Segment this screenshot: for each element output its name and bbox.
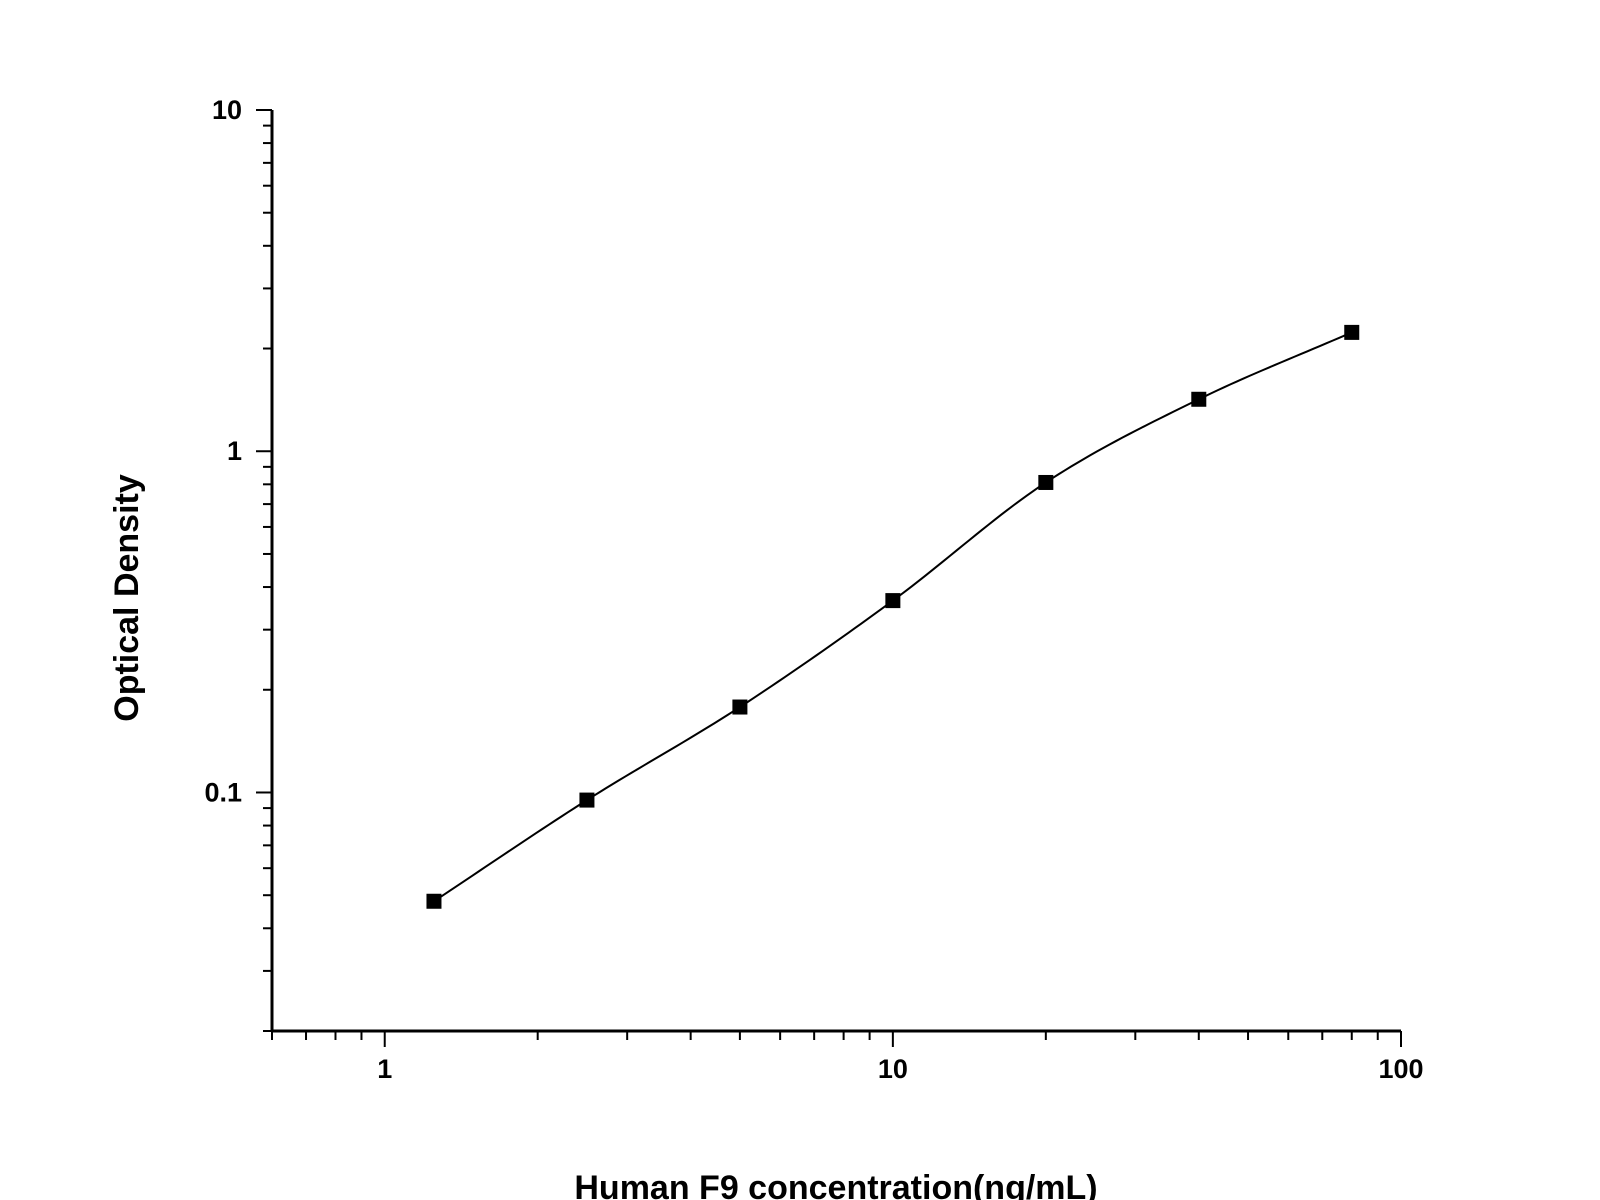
y-tick-label: 10 (212, 95, 242, 125)
x-tick-label: 1 (377, 1054, 392, 1084)
data-point (579, 792, 595, 808)
data-points (426, 324, 1360, 909)
x-tick-label: 10 (878, 1054, 908, 1084)
axes (270, 110, 1401, 1033)
fit-curve (433, 331, 1353, 903)
y-axis-title: Optical Density (108, 474, 146, 722)
x-tick-label: 100 (1378, 1054, 1423, 1084)
data-point (1191, 391, 1207, 407)
data-point (885, 593, 901, 609)
x-axis-title: Human F9 concentration(ng/mL) (574, 1169, 1097, 1200)
y-tick-label: 1 (227, 436, 242, 466)
data-point (426, 893, 442, 909)
y-tick-label: 0.1 (204, 777, 242, 807)
data-point (1344, 324, 1360, 340)
axis-tick-labels: 1 10 100 0.1 1 10 (204, 95, 1423, 1084)
data-point (732, 699, 748, 715)
data-point (1038, 474, 1054, 490)
axis-ticks (256, 109, 1402, 1047)
